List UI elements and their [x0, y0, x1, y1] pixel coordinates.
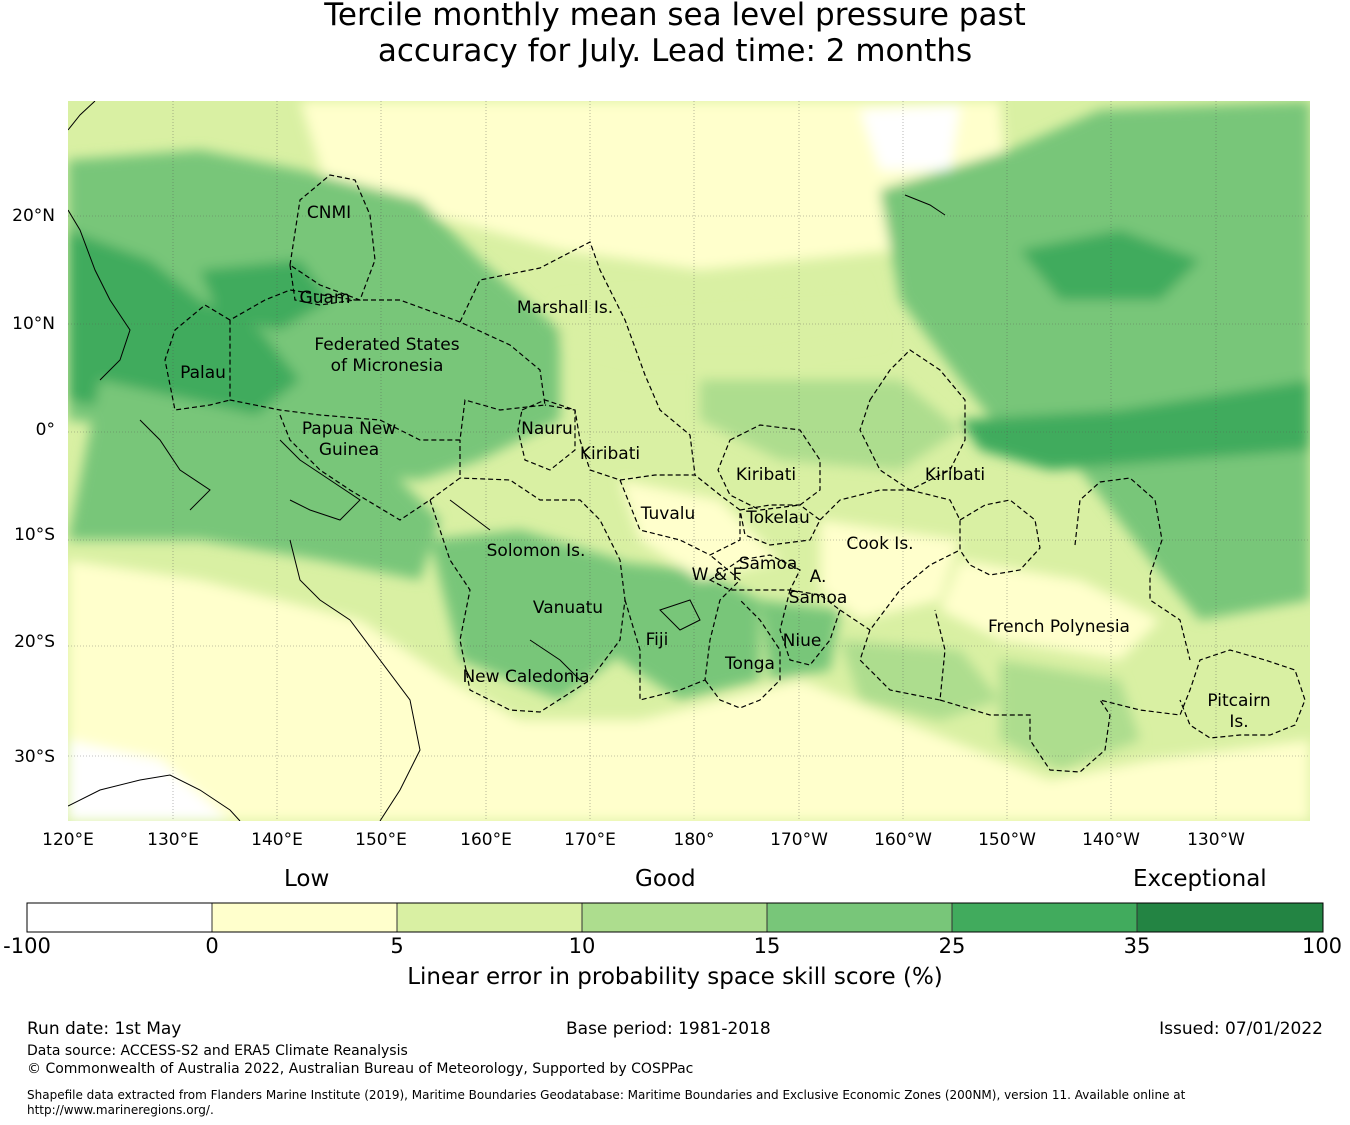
lat-label: 10°S	[14, 525, 55, 545]
region-label-tokelau: Tokelau	[745, 508, 810, 528]
region-label-fiji: Fiji	[646, 630, 669, 650]
region-label-kiribati-gilbert: Kiribati	[580, 444, 640, 464]
colorbar-segment	[1137, 903, 1323, 932]
skill-score-field	[68, 101, 1310, 821]
lon-label: 170°W	[770, 830, 828, 850]
region-label-french-polynesia: French Polynesia	[988, 617, 1130, 637]
colorbar-category-good: Good	[635, 866, 696, 892]
copyright: © Commonwealth of Australia 2022, Austra…	[27, 1061, 693, 1077]
region-label-fsm-line2: of Micronesia	[331, 356, 444, 376]
colorbar-tick: 35	[1124, 934, 1151, 958]
region-label-kiribati-line: Kiribati	[925, 465, 985, 485]
lon-label: 180°	[674, 830, 715, 850]
lat-label: 20°N	[12, 206, 55, 226]
region-label-niue: Niue	[783, 631, 822, 651]
region-label-samoa: Samoa	[739, 554, 798, 574]
colorbar-tick: 10	[569, 934, 596, 958]
colorbar	[27, 903, 1323, 932]
colorbar-segment	[397, 903, 583, 932]
lon-label: 130°W	[1187, 830, 1245, 850]
colorbar-label: Linear error in probability space skill …	[0, 964, 1350, 990]
region-label-cook-is: Cook Is.	[846, 534, 913, 554]
issued-date: Issued: 07/01/2022	[1159, 1019, 1323, 1039]
colorbar-tick: 25	[939, 934, 966, 958]
region-label-pitcairn-line1: Pitcairn	[1207, 691, 1270, 711]
shapefile-credit-line1: Shapefile data extracted from Flanders M…	[27, 1088, 1185, 1103]
lon-label: 120°E	[42, 830, 94, 850]
lat-label: 10°N	[12, 314, 55, 334]
colorbar-segment	[27, 903, 213, 932]
shapefile-credit-line2: http://www.marineregions.org/.	[27, 1103, 214, 1118]
region-label-fsm-line1: Federated States	[314, 335, 459, 355]
colorbar-tick: 5	[390, 934, 403, 958]
lon-label: 140°W	[1082, 830, 1140, 850]
colorbar-tick: 15	[754, 934, 781, 958]
region-label-png-line2: Guinea	[319, 440, 379, 460]
colorbar-segment	[952, 903, 1138, 932]
region-label-tuvalu: Tuvalu	[640, 504, 696, 524]
lon-label: 130°E	[147, 830, 199, 850]
colorbar-tick: 0	[205, 934, 218, 958]
region-label-png-line1: Papua New	[302, 419, 396, 439]
lat-label: 20°S	[14, 632, 55, 652]
region-label-cnmi: CNMI	[307, 203, 351, 223]
run-date: Run date: 1st May	[27, 1019, 181, 1039]
region-label-pitcairn-line2: Is.	[1229, 712, 1248, 732]
colorbar-tick: -100	[3, 934, 51, 958]
region-label-kiribati-phoenix: Kiribati	[736, 465, 796, 485]
region-label-solomon-is: Solomon Is.	[487, 541, 586, 561]
colorbar-category-low: Low	[284, 866, 329, 892]
region-label-nauru: Nauru	[521, 419, 573, 439]
data-source: Data source: ACCESS-S2 and ERA5 Climate …	[27, 1043, 408, 1059]
lon-label: 150°W	[978, 830, 1036, 850]
colorbar-tick: 100	[1302, 934, 1342, 958]
lat-label: 30°S	[14, 747, 55, 767]
region-label-tonga: Tonga	[724, 654, 775, 674]
region-label-wallis-futuna: W & F	[692, 565, 743, 585]
base-period: Base period: 1981-2018	[566, 1019, 771, 1039]
lon-label: 140°E	[251, 830, 303, 850]
region-label-marshall-is: Marshall Is.	[517, 298, 613, 318]
colorbar-segment	[767, 903, 953, 932]
colorbar-segment	[582, 903, 768, 932]
region-label-american-samoa-line2: Samoa	[789, 588, 848, 608]
lon-label: 170°E	[564, 830, 616, 850]
lon-label: 150°E	[355, 830, 407, 850]
region-label-palau: Palau	[180, 363, 226, 383]
lon-label: 160°E	[460, 830, 512, 850]
region-label-new-caledonia: New Caledonia	[462, 667, 589, 687]
lat-label: 0°	[36, 420, 55, 440]
region-label-vanuatu: Vanuatu	[533, 598, 603, 618]
colorbar-segment	[212, 903, 398, 932]
lon-label: 160°W	[874, 830, 932, 850]
colorbar-category-exceptional: Exceptional	[1133, 866, 1267, 892]
region-label-american-samoa-line1: A.	[810, 567, 827, 587]
region-label-guam: Guam	[300, 288, 351, 308]
